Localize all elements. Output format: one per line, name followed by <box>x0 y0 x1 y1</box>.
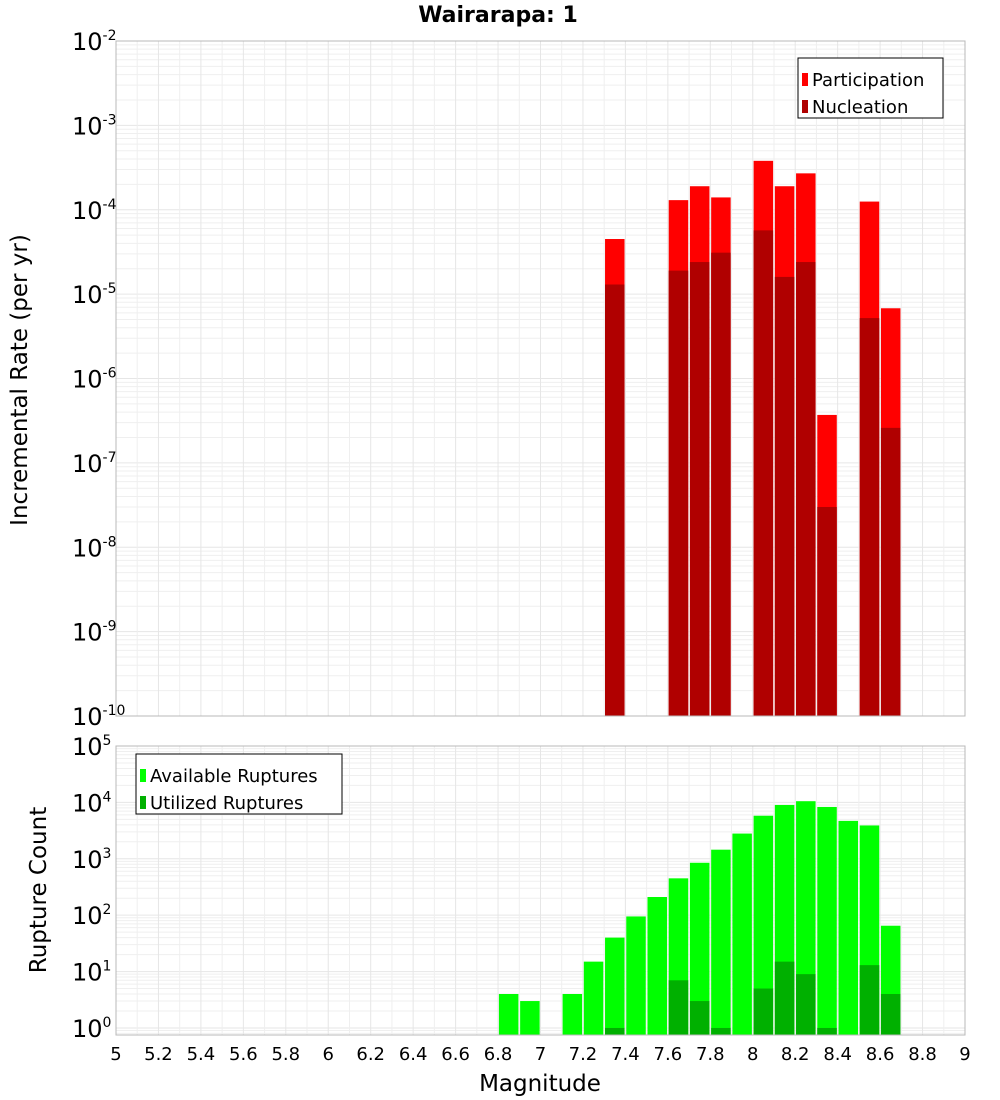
bar-utilized-ruptures <box>774 961 795 1035</box>
x-tick-label: 6 <box>323 1044 334 1065</box>
bar-utilized-ruptures <box>605 1027 625 1035</box>
bar-available-ruptures <box>711 849 731 1035</box>
x-tick-label: 5.8 <box>271 1044 300 1065</box>
y-tick-label: 10-3 <box>72 112 117 140</box>
bar-utilized-ruptures <box>796 974 816 1035</box>
plot-frame <box>115 40 966 717</box>
bar-available-ruptures <box>689 862 710 1035</box>
bar-utilized-ruptures <box>753 988 774 1035</box>
y-tick-label: 103 <box>72 846 111 874</box>
x-tick-label: 6.2 <box>356 1044 385 1065</box>
x-tick-label: 6.6 <box>441 1044 470 1065</box>
x-tick-label: 8.2 <box>781 1044 810 1065</box>
x-tick-label: 5 <box>110 1044 121 1065</box>
y-tick-label: 104 <box>72 789 112 817</box>
y-tick-label: 101 <box>72 959 111 987</box>
bottom-y-axis-label: Rupture Count <box>26 807 52 973</box>
y-tick-label: 105 <box>72 733 111 761</box>
y-tick-label: 10-4 <box>72 197 117 225</box>
x-tick-label: 6.4 <box>399 1044 428 1065</box>
bar-available-ruptures <box>498 994 519 1035</box>
bar-available-ruptures <box>753 815 774 1035</box>
legend-swatch <box>802 100 808 113</box>
bar-available-ruptures <box>520 1001 540 1035</box>
legend-box <box>797 57 944 119</box>
bar-available-ruptures <box>647 897 667 1035</box>
y-tick-label: 10-2 <box>72 28 117 56</box>
y-tick-label: 10-8 <box>72 534 117 562</box>
x-tick-label: 7 <box>535 1044 546 1065</box>
bar-nucleation <box>711 252 731 716</box>
bar-utilized-ruptures <box>711 1027 731 1035</box>
x-tick-label: 9 <box>959 1044 970 1065</box>
legend: Available Ruptures Utilized Ruptures <box>135 753 343 815</box>
legend-label: Nucleation <box>812 97 908 118</box>
bar-available-ruptures <box>838 820 859 1035</box>
x-tick-label: 7.2 <box>569 1044 598 1065</box>
bar-nucleation <box>774 276 795 716</box>
y-tick-label: 10-9 <box>72 619 117 647</box>
bar-available-ruptures <box>562 994 583 1035</box>
plot-frame <box>115 745 966 1036</box>
legend-box <box>135 753 343 815</box>
y-tick-label: 102 <box>72 902 111 930</box>
legend-label: Participation <box>812 70 924 91</box>
bar-nucleation <box>753 230 774 716</box>
bar-available-ruptures <box>732 833 752 1035</box>
legend-swatch <box>140 796 146 809</box>
bar-nucleation <box>859 318 880 716</box>
bar-utilized-ruptures <box>859 965 880 1035</box>
bar-nucleation <box>796 262 816 716</box>
x-axis-label: Magnitude <box>479 1071 601 1097</box>
x-tick-label: 8 <box>747 1044 758 1065</box>
bar-utilized-ruptures <box>817 1027 837 1035</box>
y-tick-label: 10-7 <box>72 450 117 478</box>
bar-utilized-ruptures <box>880 994 901 1035</box>
x-tick-label: 7.4 <box>611 1044 640 1065</box>
y-tick-label: 100 <box>72 1015 111 1043</box>
x-tick-label: 5.6 <box>229 1044 258 1065</box>
bar-nucleation <box>817 506 837 716</box>
chart-title: Wairarapa: 1 <box>418 3 578 28</box>
bar-available-ruptures <box>605 937 625 1035</box>
top-panel: 10-2 10-3 10-4 10-5 10-6 10-7 10-8 10-9 10-10 Par… <box>72 28 966 731</box>
top-y-axis-label: Incremental Rate (per yr) <box>7 234 33 526</box>
x-tick-label: 8.8 <box>908 1044 937 1065</box>
x-tick-label: 7.6 <box>654 1044 683 1065</box>
bar-utilized-ruptures <box>689 1001 710 1035</box>
bar-nucleation <box>605 284 625 716</box>
x-tick-label: 5.2 <box>144 1044 173 1065</box>
bar-available-ruptures <box>583 961 604 1035</box>
bar-available-ruptures <box>817 806 837 1035</box>
legend-swatch <box>140 769 146 782</box>
y-tick-label: 10-5 <box>72 281 117 309</box>
bar-nucleation <box>880 427 901 716</box>
y-tick-label: 10-6 <box>72 366 117 394</box>
x-tick-label: 8.4 <box>823 1044 852 1065</box>
x-tick-label: 5.4 <box>187 1044 216 1065</box>
legend-swatch <box>802 73 808 86</box>
bar-nucleation <box>689 262 710 716</box>
x-tick-label: 7.8 <box>696 1044 725 1065</box>
legend-label: Utilized Ruptures <box>150 793 303 814</box>
bar-nucleation <box>668 270 689 716</box>
legend: Participation Nucleation <box>797 57 944 119</box>
bar-available-ruptures <box>626 916 646 1035</box>
legend-label: Available Ruptures <box>150 766 318 787</box>
y-tick-label: 10-10 <box>72 703 125 731</box>
x-tick-label: 6.8 <box>484 1044 513 1065</box>
x-tick-label: 8.6 <box>866 1044 895 1065</box>
bar-utilized-ruptures <box>668 980 689 1035</box>
